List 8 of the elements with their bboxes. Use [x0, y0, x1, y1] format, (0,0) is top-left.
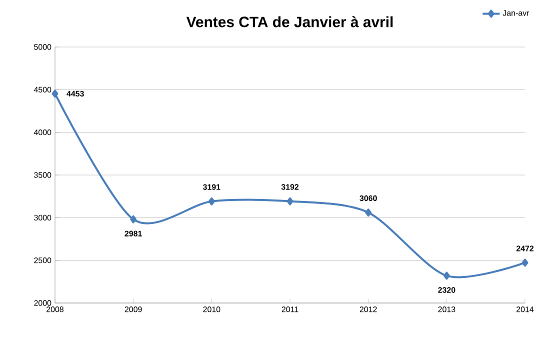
point [522, 258, 528, 267]
point [365, 208, 372, 217]
point [443, 272, 450, 280]
point [286, 197, 294, 206]
point [52, 90, 58, 98]
point [130, 215, 137, 224]
chart-title: Ventes CTA de Janvier à avril [186, 16, 393, 28]
point [208, 197, 215, 206]
